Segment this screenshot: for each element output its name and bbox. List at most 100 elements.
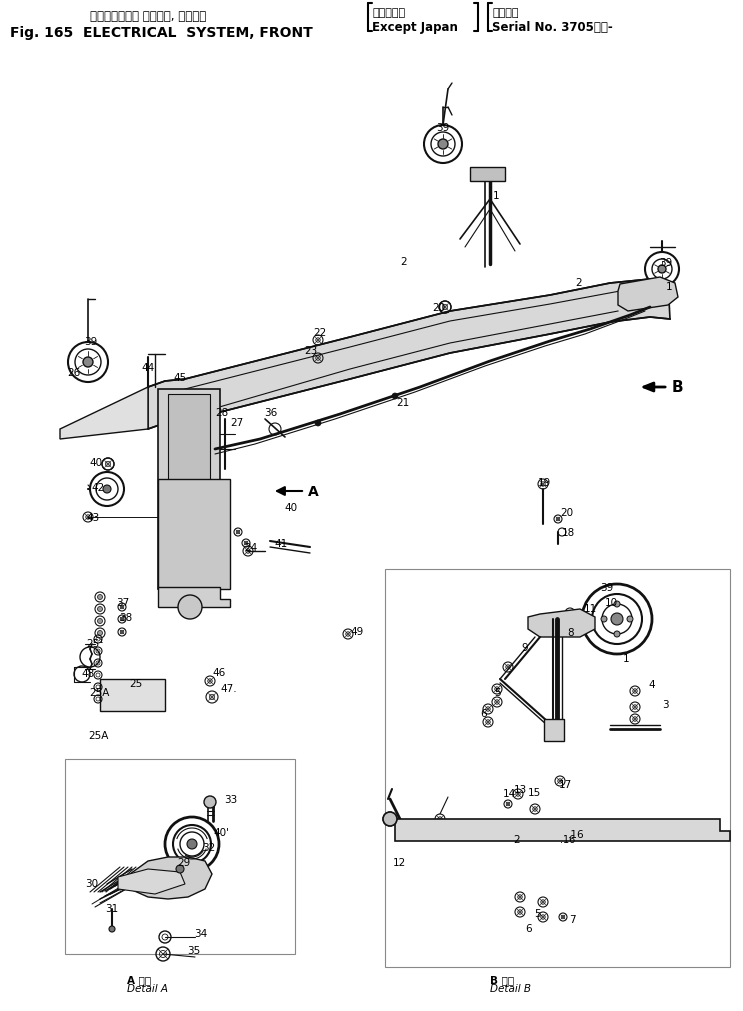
Circle shape: [120, 631, 124, 634]
Text: 25A: 25A: [88, 730, 108, 740]
Circle shape: [541, 900, 545, 905]
Polygon shape: [158, 479, 230, 589]
Bar: [544, 719, 564, 741]
Text: 39: 39: [436, 123, 450, 132]
Circle shape: [244, 542, 248, 545]
Circle shape: [614, 632, 620, 637]
Circle shape: [106, 462, 111, 467]
Circle shape: [246, 549, 250, 554]
Text: 39: 39: [600, 582, 613, 592]
Circle shape: [97, 594, 103, 600]
Circle shape: [495, 687, 499, 692]
Text: 25A: 25A: [89, 687, 109, 698]
Circle shape: [543, 620, 547, 623]
Text: 15: 15: [528, 788, 541, 798]
Bar: [385, 569, 730, 968]
Text: 43: 43: [86, 513, 100, 523]
Text: Fig. 165  ELECTRICAL  SYSTEM, FRONT: Fig. 165 ELECTRICAL SYSTEM, FRONT: [10, 26, 313, 40]
Text: 35: 35: [187, 945, 201, 955]
Polygon shape: [118, 869, 185, 894]
Circle shape: [387, 816, 393, 822]
Text: 1: 1: [493, 191, 499, 201]
Text: 37: 37: [116, 598, 129, 608]
Text: 48: 48: [81, 668, 94, 678]
Circle shape: [187, 839, 197, 849]
Text: A 詳細: A 詳細: [127, 974, 151, 984]
Circle shape: [83, 358, 93, 368]
Circle shape: [561, 915, 565, 919]
Circle shape: [541, 482, 545, 486]
Text: Detail A: Detail A: [127, 983, 168, 993]
Text: 24: 24: [244, 543, 257, 552]
Circle shape: [601, 617, 607, 623]
Circle shape: [383, 812, 397, 826]
Text: 19: 19: [538, 477, 551, 487]
Text: Serial No. 3705～）-: Serial No. 3705～）-: [492, 21, 613, 34]
Text: 23: 23: [304, 346, 317, 356]
Circle shape: [533, 807, 537, 812]
Text: B 詳細: B 詳細: [490, 974, 514, 984]
Text: 1: 1: [623, 653, 629, 663]
Circle shape: [236, 531, 240, 534]
Polygon shape: [618, 278, 678, 311]
Polygon shape: [395, 819, 730, 841]
Circle shape: [546, 627, 551, 632]
Polygon shape: [470, 168, 505, 182]
Text: 10: 10: [605, 598, 618, 608]
Text: 8: 8: [567, 628, 574, 637]
Circle shape: [541, 915, 545, 919]
Circle shape: [97, 631, 103, 636]
Polygon shape: [60, 387, 148, 440]
Text: .16: .16: [568, 829, 585, 839]
Text: 47.: 47.: [220, 683, 236, 694]
Text: 適用号機: 適用号機: [492, 8, 519, 18]
Text: .16: .16: [560, 834, 575, 844]
Text: 45: 45: [173, 373, 186, 382]
Text: エレクトリカル システム, フロント: エレクトリカル システム, フロント: [90, 10, 207, 23]
Text: 33: 33: [224, 795, 237, 804]
Text: 41: 41: [274, 539, 288, 548]
Circle shape: [345, 632, 350, 637]
Text: 1: 1: [666, 282, 672, 292]
Circle shape: [506, 803, 510, 806]
Circle shape: [558, 779, 562, 784]
Circle shape: [195, 551, 199, 554]
Circle shape: [120, 618, 124, 621]
Circle shape: [210, 695, 215, 700]
Circle shape: [633, 705, 637, 710]
Text: 2: 2: [513, 834, 519, 844]
Text: 40: 40: [284, 502, 297, 513]
Text: 25¹: 25¹: [86, 638, 103, 648]
Text: 30: 30: [85, 879, 98, 888]
Text: 40': 40': [213, 827, 229, 837]
Circle shape: [97, 619, 103, 624]
Circle shape: [109, 926, 115, 932]
Text: 3: 3: [662, 700, 669, 710]
Text: 6: 6: [525, 923, 532, 933]
Text: 13: 13: [514, 785, 528, 795]
Polygon shape: [148, 280, 670, 430]
Polygon shape: [158, 389, 220, 589]
Polygon shape: [168, 394, 210, 584]
Circle shape: [633, 690, 637, 694]
Text: 34: 34: [194, 928, 207, 938]
Circle shape: [516, 792, 520, 797]
Text: 5: 5: [494, 687, 501, 698]
Circle shape: [633, 717, 637, 722]
Circle shape: [614, 602, 620, 608]
Text: 38: 38: [119, 613, 132, 623]
Text: 25: 25: [129, 678, 142, 688]
Text: 31: 31: [105, 903, 118, 913]
Text: 18: 18: [562, 528, 575, 538]
Text: 6: 6: [480, 709, 487, 718]
Text: 26: 26: [67, 368, 80, 378]
Text: 20: 20: [560, 508, 573, 518]
Text: 5: 5: [534, 908, 541, 918]
Text: 39: 39: [84, 337, 97, 347]
Circle shape: [120, 606, 124, 610]
Polygon shape: [130, 857, 212, 899]
Circle shape: [486, 707, 490, 712]
Circle shape: [97, 607, 103, 612]
Text: 2: 2: [575, 278, 582, 288]
Circle shape: [506, 665, 510, 669]
